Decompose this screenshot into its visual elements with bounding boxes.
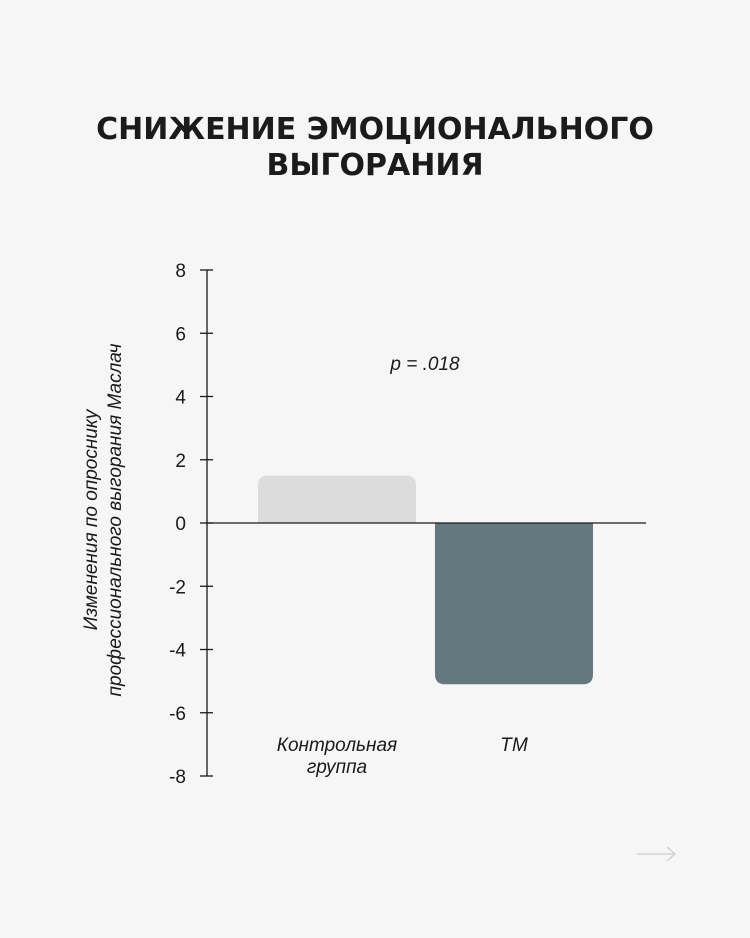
arrow-right-icon[interactable] xyxy=(636,843,678,865)
y-tick-label: 0 xyxy=(175,514,186,535)
y-tick-label: -6 xyxy=(169,704,186,725)
bar xyxy=(258,475,416,523)
category-label: ТМ xyxy=(500,735,528,756)
y-axis-title-line-1: Изменения по опроснику xyxy=(81,408,102,630)
category-label: группа xyxy=(307,757,367,778)
bars xyxy=(258,475,593,685)
y-axis-title: Изменения по опроснику профессионального… xyxy=(81,343,126,696)
y-tick-label: 4 xyxy=(175,388,186,409)
chart-title: СНИЖЕНИЕ ЭМОЦИОНАЛЬНОГО ВЫГОРАНИЯ xyxy=(0,112,750,184)
p-value-annotation: p = .018 xyxy=(389,354,460,375)
chart-title-line-2: ВЫГОРАНИЯ xyxy=(266,148,484,183)
y-axis-title-line-2: профессионального выгорания Маслач xyxy=(105,343,126,696)
y-tick-label: -4 xyxy=(169,641,186,662)
category-label: Контрольная xyxy=(277,735,397,756)
y-axis: 8 6 4 2 0 -2 -4 -6 -8 xyxy=(169,261,213,788)
y-tick-label: -2 xyxy=(169,577,186,598)
y-tick-label: 2 xyxy=(175,451,186,472)
y-tick-label: -8 xyxy=(169,767,186,788)
chart-title-line-1: СНИЖЕНИЕ ЭМОЦИОНАЛЬНОГО xyxy=(96,112,654,147)
y-tick-label: 6 xyxy=(175,324,186,345)
bar xyxy=(435,523,593,685)
y-tick-label: 8 xyxy=(175,261,186,282)
